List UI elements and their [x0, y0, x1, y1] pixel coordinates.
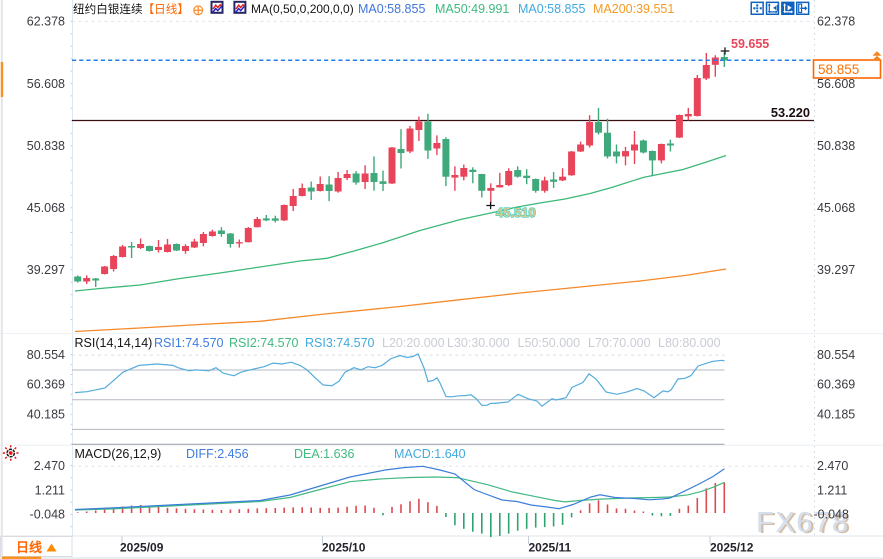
svg-text:RSI(14,14,14): RSI(14,14,14): [75, 336, 153, 350]
svg-text:80.554: 80.554: [27, 348, 65, 362]
svg-text:DEA:1.636: DEA:1.636: [294, 447, 355, 461]
svg-text:53.220: 53.220: [771, 105, 810, 120]
svg-text:-0.048: -0.048: [814, 508, 849, 522]
svg-text:MA200:39.551: MA200:39.551: [593, 2, 674, 16]
svg-text:60.369: 60.369: [27, 378, 65, 392]
svg-text:MA0:58.855: MA0:58.855: [358, 2, 425, 16]
svg-text:56.608: 56.608: [817, 77, 855, 91]
svg-text:2025/12: 2025/12: [710, 541, 754, 555]
svg-text:39.297: 39.297: [817, 263, 855, 277]
svg-text:MACD:1.640: MACD:1.640: [394, 447, 466, 461]
svg-text:FX678: FX678: [756, 507, 849, 539]
svg-text:MACD(26,12,9): MACD(26,12,9): [75, 447, 162, 461]
svg-text:L70:70.000: L70:70.000: [588, 336, 651, 350]
svg-text:L50:50.000: L50:50.000: [518, 336, 581, 350]
svg-text:L30:30.000: L30:30.000: [447, 336, 510, 350]
svg-text:2025/09: 2025/09: [120, 541, 164, 555]
svg-text:日线: 日线: [16, 540, 42, 555]
svg-text:2.470: 2.470: [34, 459, 65, 473]
svg-text:MA50:49.991: MA50:49.991: [435, 2, 509, 16]
svg-text:2025/11: 2025/11: [529, 541, 572, 555]
svg-text:59.655: 59.655: [731, 37, 769, 51]
svg-text:45.510: 45.510: [496, 205, 536, 220]
svg-text:50.838: 50.838: [27, 139, 65, 153]
svg-text:1.211: 1.211: [35, 483, 65, 497]
svg-text:50.838: 50.838: [817, 139, 855, 153]
svg-text:2025/10: 2025/10: [322, 541, 366, 555]
svg-text:40.185: 40.185: [817, 408, 855, 422]
svg-text:L20:20.000: L20:20.000: [382, 336, 445, 350]
svg-text:-0.048: -0.048: [30, 508, 65, 522]
svg-text:80.554: 80.554: [817, 348, 855, 362]
svg-text:45.068: 45.068: [27, 201, 65, 215]
svg-text:RSI2:74.570: RSI2:74.570: [229, 336, 299, 350]
svg-text:39.297: 39.297: [27, 263, 65, 277]
svg-text:45.068: 45.068: [817, 201, 855, 215]
svg-text:FX678: FX678: [759, 508, 852, 540]
svg-text:56.608: 56.608: [27, 77, 65, 91]
svg-text:1.211: 1.211: [817, 483, 847, 497]
svg-text:2.470: 2.470: [817, 459, 848, 473]
svg-text:62.378: 62.378: [27, 14, 65, 28]
svg-text:RSI3:74.570: RSI3:74.570: [305, 336, 375, 350]
svg-text:62.378: 62.378: [817, 14, 855, 28]
svg-text:60.369: 60.369: [817, 378, 855, 392]
svg-text:MA0:58.855: MA0:58.855: [518, 2, 585, 16]
svg-text:RSI1:74.570: RSI1:74.570: [154, 336, 224, 350]
svg-text:L80:80.000: L80:80.000: [658, 336, 721, 350]
svg-text:DIFF:2.456: DIFF:2.456: [186, 447, 249, 461]
svg-text:纽约白银连续【日线】: 纽约白银连续【日线】: [73, 2, 189, 16]
svg-text:MA(0,50,0,200,0,0): MA(0,50,0,200,0,0): [251, 2, 354, 16]
svg-text:58.855: 58.855: [818, 62, 859, 77]
svg-text:40.185: 40.185: [27, 408, 65, 422]
